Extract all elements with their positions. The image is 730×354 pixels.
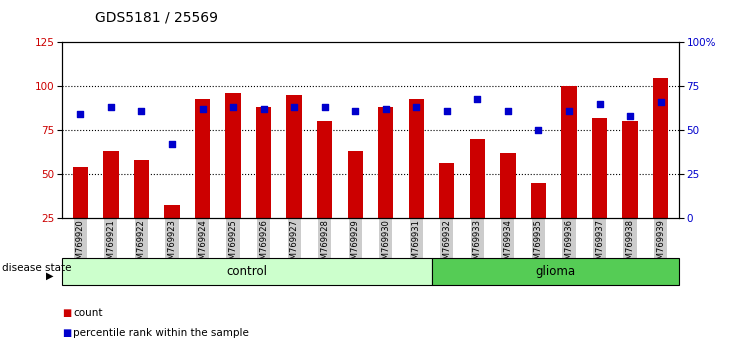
Text: glioma: glioma (536, 265, 575, 278)
Bar (226, 93, 241, 218)
Point (624, 113, 636, 119)
Bar (469, 139, 485, 218)
Text: percentile rank within the sample: percentile rank within the sample (73, 328, 249, 338)
Text: ■: ■ (62, 328, 72, 338)
Point (136, 108, 147, 114)
Point (441, 108, 453, 114)
Bar (134, 160, 149, 218)
Text: ■: ■ (62, 308, 72, 318)
Point (410, 104, 422, 110)
Point (166, 141, 178, 147)
Text: control: control (226, 265, 268, 278)
Point (380, 106, 391, 112)
Point (105, 104, 117, 110)
Point (258, 106, 269, 112)
Point (472, 96, 483, 101)
Bar (561, 86, 577, 218)
Bar (347, 151, 363, 218)
Text: ▶: ▶ (46, 271, 53, 281)
Bar (103, 151, 118, 218)
Bar (317, 121, 332, 218)
Bar (439, 164, 455, 218)
Bar (531, 183, 546, 218)
Point (593, 101, 605, 107)
Bar (500, 153, 515, 218)
Bar (73, 167, 88, 218)
Bar (592, 118, 607, 218)
Point (350, 108, 361, 114)
Point (563, 108, 575, 114)
Bar (653, 78, 668, 218)
Bar (286, 95, 301, 218)
Bar (164, 205, 180, 218)
Point (227, 104, 239, 110)
Text: GDS5181 / 25569: GDS5181 / 25569 (95, 11, 218, 25)
Bar (256, 107, 272, 218)
Point (319, 104, 331, 110)
Point (502, 108, 514, 114)
Bar (195, 98, 210, 218)
Point (74, 112, 86, 117)
Text: disease state: disease state (2, 263, 72, 273)
Point (196, 106, 208, 112)
Text: count: count (73, 308, 102, 318)
Bar (409, 98, 424, 218)
Point (655, 99, 666, 105)
Bar (623, 121, 638, 218)
Point (288, 104, 300, 110)
Point (533, 127, 545, 133)
Bar (378, 107, 393, 218)
